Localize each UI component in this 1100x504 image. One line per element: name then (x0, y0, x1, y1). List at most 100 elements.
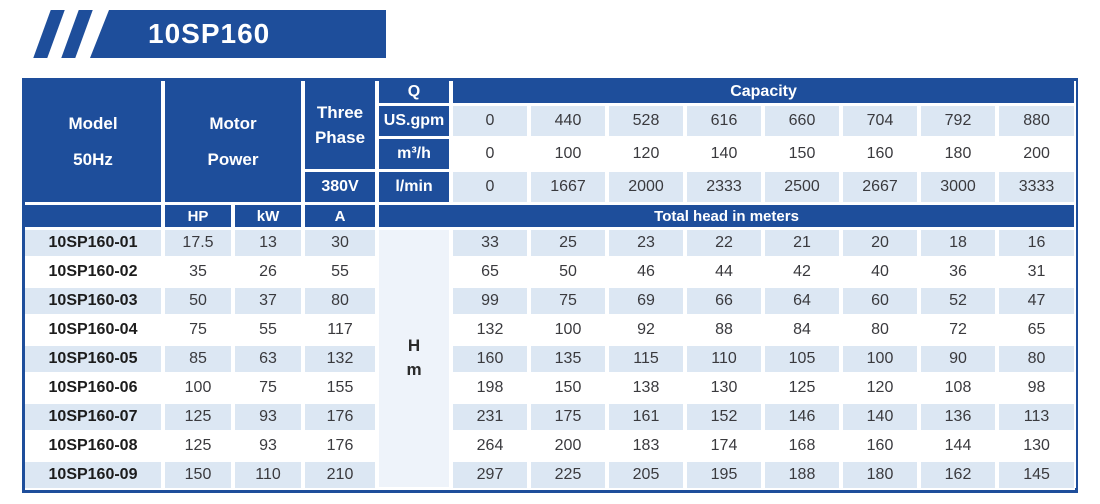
unit-label-lmin: l/min (377, 170, 453, 205)
lmin-value: 2500 (763, 170, 843, 205)
amp-header: A (303, 203, 379, 230)
head-value-cell: 145 (997, 460, 1077, 488)
usgpm-value: 660 (763, 104, 843, 139)
motor-power-line1: Motor (209, 113, 257, 133)
head-value-cell: 180 (841, 460, 921, 488)
head-value-cell: 46 (607, 257, 687, 288)
product-banner: 10SP160 (28, 10, 428, 58)
head-value-cell: 25 (529, 228, 609, 259)
head-value-cell: 99 (451, 286, 531, 317)
m3h-value: 180 (919, 137, 999, 172)
model-header: Model 50Hz (25, 81, 165, 205)
usgpm-value: 0 (451, 104, 531, 139)
head-value-cell: 47 (997, 286, 1077, 317)
kw-cell: 93 (233, 431, 305, 462)
head-value-cell: 84 (763, 315, 843, 346)
model-cell: 10SP160-08 (25, 431, 165, 462)
head-value-cell: 98 (997, 373, 1077, 404)
capacity-row-usgpm: US.gpm 0 440 528 616 660 704 792 880 (25, 104, 1077, 139)
amp-cell: 117 (303, 315, 379, 346)
kw-cell: 110 (233, 460, 305, 488)
header-row-band: HP kW A Total head in meters (25, 203, 1077, 230)
head-value-cell: 22 (685, 228, 765, 259)
lmin-value: 1667 (529, 170, 609, 205)
model-cell: 10SP160-07 (25, 402, 165, 433)
hp-cell: 125 (163, 431, 235, 462)
head-value-cell: 21 (763, 228, 843, 259)
hp-cell: 75 (163, 315, 235, 346)
model-cell: 10SP160-04 (25, 315, 165, 346)
amp-cell: 155 (303, 373, 379, 404)
head-value-cell: 120 (841, 373, 921, 404)
lmin-value: 2000 (607, 170, 687, 205)
kw-cell: 55 (233, 315, 305, 346)
q-header: Q (377, 81, 453, 106)
head-value-cell: 138 (607, 373, 687, 404)
model-cell: 10SP160-05 (25, 344, 165, 375)
hp-header: HP (163, 203, 235, 230)
kw-cell: 26 (233, 257, 305, 288)
motor-power-line2: Power (207, 149, 259, 169)
three-phase-line2: Phase (314, 128, 366, 147)
head-value-cell: 36 (919, 257, 999, 288)
banner-stripe-icon (33, 10, 65, 58)
amp-cell: 55 (303, 257, 379, 288)
model-cell: 10SP160-06 (25, 373, 165, 404)
kw-cell: 13 (233, 228, 305, 259)
hp-cell: 17.5 (163, 228, 235, 259)
m3h-value: 150 (763, 137, 843, 172)
kw-cell: 93 (233, 402, 305, 433)
amp-cell: 210 (303, 460, 379, 488)
head-value-cell: 69 (607, 286, 687, 317)
total-head-header: Total head in meters (377, 203, 1077, 230)
usgpm-value: 616 (685, 104, 765, 139)
kw-cell: 75 (233, 373, 305, 404)
head-value-cell: 200 (529, 431, 609, 462)
kw-cell: 37 (233, 286, 305, 317)
head-value-cell: 110 (685, 344, 765, 375)
head-value-cell: 20 (841, 228, 921, 259)
head-value-cell: 130 (685, 373, 765, 404)
head-value-cell: 161 (607, 402, 687, 433)
model-header-line2: 50Hz (73, 149, 113, 169)
table-row: 10SP160-04 75 55 117 132 100 92 88 84 80 72 65 (25, 315, 1077, 346)
hp-cell: 100 (163, 373, 235, 404)
head-value-cell: 23 (607, 228, 687, 259)
model-cell: 10SP160-03 (25, 286, 165, 317)
head-value-cell: 108 (919, 373, 999, 404)
head-value-cell: 188 (763, 460, 843, 488)
amp-cell: 80 (303, 286, 379, 317)
m3h-value: 140 (685, 137, 765, 172)
capacity-header: Capacity (451, 81, 1077, 106)
banner-title: 10SP160 (148, 18, 271, 49)
head-value-cell: 175 (529, 402, 609, 433)
head-value-cell: 33 (451, 228, 531, 259)
lmin-value: 3333 (997, 170, 1077, 205)
head-value-cell: 75 (529, 286, 609, 317)
header-row-top: Model 50Hz Motor Power Three Phase Q Cap… (25, 81, 1077, 205)
head-value-cell: 31 (997, 257, 1077, 288)
usgpm-value: 792 (919, 104, 999, 139)
head-value-cell: 65 (997, 315, 1077, 346)
m3h-value: 120 (607, 137, 687, 172)
unit-label-usgpm: US.gpm (377, 104, 453, 139)
kw-header: kW (233, 203, 305, 230)
head-value-cell: 146 (763, 402, 843, 433)
usgpm-value: 440 (529, 104, 609, 139)
head-value-cell: 100 (841, 344, 921, 375)
head-value-cell: 88 (685, 315, 765, 346)
table-row: 10SP160-03 50 37 80 99 75 69 66 64 60 52 47 (25, 286, 1077, 317)
head-value-cell: 113 (997, 402, 1077, 433)
head-value-cell: 80 (997, 344, 1077, 375)
head-value-cell: 140 (841, 402, 921, 433)
head-value-cell: 50 (529, 257, 609, 288)
head-value-cell: 60 (841, 286, 921, 317)
head-value-cell: 65 (451, 257, 531, 288)
head-value-cell: 160 (841, 431, 921, 462)
usgpm-value: 528 (607, 104, 687, 139)
amp-cell: 132 (303, 344, 379, 375)
head-value-cell: 231 (451, 402, 531, 433)
head-value-cell: 115 (607, 344, 687, 375)
